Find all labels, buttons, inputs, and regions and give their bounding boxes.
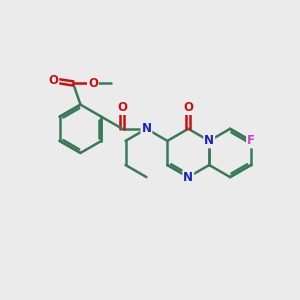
Text: F: F bbox=[247, 134, 255, 147]
Text: O: O bbox=[117, 101, 127, 114]
Text: O: O bbox=[48, 74, 58, 87]
Text: N: N bbox=[142, 122, 152, 135]
Text: N: N bbox=[204, 134, 214, 147]
Text: O: O bbox=[88, 77, 98, 90]
Text: O: O bbox=[183, 101, 193, 114]
Text: N: N bbox=[183, 171, 193, 184]
